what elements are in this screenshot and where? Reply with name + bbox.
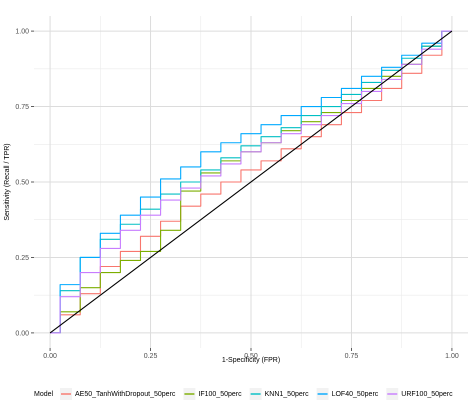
x-axis-title: 1-Specificity (FPR) <box>222 357 280 364</box>
legend-label: KNN1_50perc <box>265 391 309 398</box>
reference-diagonal <box>49 30 453 334</box>
x-tick-label: 0.75 <box>345 353 359 360</box>
legend-label: AE50_TanhWithDropout_50perc <box>75 391 176 398</box>
plot-panel <box>34 16 468 348</box>
y-tick-label: 0.00 <box>15 330 29 337</box>
y-tick-label: 1.00 <box>15 29 29 36</box>
y-tick-label: 0.25 <box>15 255 29 262</box>
series-line <box>50 30 452 334</box>
x-tick-label: 0.00 <box>43 353 57 360</box>
x-tick-label: 0.25 <box>144 353 158 360</box>
x-tick-label: 1.00 <box>445 353 459 360</box>
y-tick-label: 0.50 <box>15 180 29 187</box>
y-axis-title: Sensitivity (Recall / TPR) <box>4 143 11 220</box>
y-axis-ticks: 0.00 0.25 0.50 0.75 1.00 <box>15 29 34 337</box>
x-axis-ticks: 0.00 0.25 0.50 0.75 1.00 <box>43 348 459 360</box>
legend-label: URF100_50perc <box>401 391 453 398</box>
series-lines <box>50 30 452 334</box>
legend-label: IF100_50perc <box>198 391 242 398</box>
x-tick-label: 0.50 <box>244 353 258 360</box>
legend-title: Model <box>34 391 54 398</box>
y-tick-label: 0.75 <box>15 104 29 111</box>
legend: Model AE50_TanhWithDropout_50perc IF100_5… <box>34 388 453 400</box>
legend-items: AE50_TanhWithDropout_50perc IF100_50perc K… <box>60 388 453 400</box>
legend-label: LOF40_50perc <box>332 391 379 398</box>
